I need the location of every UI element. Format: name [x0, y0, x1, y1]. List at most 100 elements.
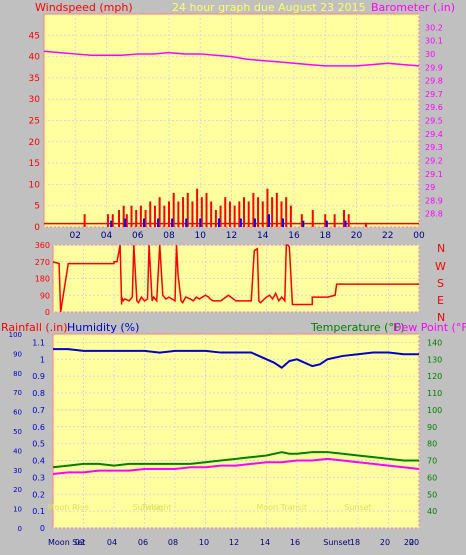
- rainfall-axis-title: Rainfall (.in): [1, 321, 68, 334]
- temperature-tick-label: 70: [427, 457, 437, 466]
- time-tick-label: 12: [226, 231, 237, 241]
- compass-label-e: E: [437, 294, 444, 307]
- climate-time-label: 20: [380, 538, 390, 547]
- climate-time-label: 22: [404, 538, 414, 547]
- temperature-tick-label: 90: [427, 423, 437, 432]
- humidity-tick-label: 0.5: [32, 440, 45, 449]
- compass-label-n-bottom: N: [437, 311, 445, 324]
- climate-time-label: 00: [409, 538, 419, 547]
- rainfall-tick-label: 60: [13, 409, 22, 417]
- dew-point-axis-title: Dew Point (°F): [393, 321, 466, 334]
- direction-tick-label: 360: [35, 241, 50, 250]
- climate-time-label: 02: [75, 538, 85, 547]
- grid-lines: [44, 14, 420, 529]
- time-tick-label: 22: [382, 231, 393, 241]
- astro-event-label: Sunrise: [133, 503, 163, 512]
- climate-time-label: 12: [229, 538, 239, 547]
- rainfall-tick-label: 20: [13, 486, 22, 494]
- windspeed-tick-label: 30: [29, 95, 41, 105]
- wind-direction-line: [52, 244, 419, 313]
- axes: 05101520253035404528.828.92929.129.229.3…: [9, 23, 443, 547]
- humidity-axis-title: Humidity (%): [67, 321, 139, 334]
- climate-time-label: 18: [350, 538, 360, 547]
- humidity-tick-label: 0.8: [32, 389, 45, 398]
- barometer-tick-label: 29.7: [425, 90, 443, 99]
- barometer-tick-label: 29.9: [425, 63, 443, 72]
- climate-time-label: Sunset: [323, 538, 350, 547]
- time-tick-label: 00: [413, 231, 425, 241]
- time-tick-label: 02: [70, 231, 81, 241]
- temperature-tick-label: 130: [427, 355, 442, 364]
- humidity-tick-label: 0.6: [32, 423, 45, 432]
- compass-label-w: W: [435, 260, 446, 273]
- humidity-tick-label: 0.1: [32, 507, 45, 516]
- windspeed-tick-label: 20: [29, 138, 41, 148]
- rainfall-tick-label: 90: [13, 350, 22, 358]
- barometer-tick-label: 28.8: [425, 210, 443, 219]
- barometer-tick-label: 29.4: [425, 130, 443, 139]
- temperature-tick-label: 50: [427, 490, 437, 499]
- astro-event-label: Moon Rise: [48, 503, 89, 512]
- temperature-tick-label: 40: [427, 507, 437, 516]
- humidity-tick-label: 0.7: [32, 406, 45, 415]
- climate-time-label: 10: [199, 538, 209, 547]
- barometer-tick-label: 29.2: [425, 156, 443, 165]
- rainfall-tick-label: 70: [13, 389, 22, 397]
- temperature-tick-label: 100: [427, 406, 442, 415]
- time-tick-label: 14: [257, 231, 269, 241]
- humidity-tick-label: 1: [40, 355, 45, 364]
- time-tick-label: 10: [195, 231, 207, 241]
- barometer-tick-label: 28.9: [425, 196, 443, 205]
- astro-event-label: Twilight: [141, 503, 172, 512]
- climate-time-label: 14: [260, 538, 270, 547]
- climate-time-label: 04: [107, 538, 117, 547]
- compass-label-s: S: [437, 277, 444, 290]
- barometer-tick-label: 30.2: [425, 23, 443, 32]
- direction-tick-label: 90: [40, 291, 50, 300]
- rainfall-tick-label: 0: [18, 525, 22, 533]
- temperature-tick-label: 120: [427, 372, 442, 381]
- rainfall-tick-label: 30: [13, 467, 22, 475]
- humidity-tick-label: 0: [40, 524, 45, 533]
- barometer-axis-title: Barometer (.in): [371, 1, 455, 14]
- direction-tick-label: 0: [45, 308, 50, 317]
- astro-event-label: Sunset: [344, 503, 371, 512]
- humidity-tick-label: 0.4: [32, 457, 45, 466]
- windspeed-tick-label: 10: [29, 180, 41, 190]
- barometer-tick-label: 29.5: [425, 117, 443, 126]
- windspeed-tick-label: 5: [34, 202, 40, 212]
- time-tick-label: 16: [288, 231, 300, 241]
- windspeed-tick-label: 45: [29, 31, 40, 41]
- windspeed-tick-label: 15: [29, 159, 40, 169]
- rainfall-tick-label: 50: [13, 428, 22, 436]
- rainfall-tick-label: 100: [9, 331, 22, 339]
- barometer-tick-label: 29.6: [425, 103, 443, 112]
- rainfall-tick-label: 80: [13, 370, 22, 378]
- barometer-line: [43, 50, 420, 67]
- windspeed-tick-label: 0: [34, 223, 40, 233]
- rainfall-tick-label: 40: [13, 447, 22, 455]
- humidity-tick-label: 0.9: [32, 372, 45, 381]
- temperature-line: [52, 451, 419, 469]
- rainfall-tick-label: 10: [13, 506, 22, 514]
- climate-time-label: Moon Set: [48, 538, 85, 547]
- time-tick-label: 06: [132, 231, 144, 241]
- humidity-tick-label: 0.2: [32, 490, 45, 499]
- barometer-tick-label: 29.3: [425, 143, 443, 152]
- barometer-tick-label: 30.1: [425, 37, 443, 46]
- time-tick-label: 08: [163, 231, 175, 241]
- temperature-tick-label: 110: [427, 389, 442, 398]
- temperature-tick-label: 80: [427, 440, 437, 449]
- windspeed-axis-title: Windspeed (mph): [35, 1, 133, 14]
- humidity-tick-label: 1.1: [32, 338, 45, 347]
- humidity-line: [53, 348, 419, 369]
- graph-date-title: 24 hour graph due August 23 2015: [172, 1, 366, 14]
- time-tick-label: 20: [351, 231, 363, 241]
- time-tick-label: 18: [320, 231, 332, 241]
- windspeed-tick-label: 35: [29, 74, 40, 84]
- windspeed-tick-label: 40: [29, 53, 41, 63]
- humidity-tick-label: 0.3: [32, 473, 45, 482]
- dew-point-line: [52, 457, 420, 476]
